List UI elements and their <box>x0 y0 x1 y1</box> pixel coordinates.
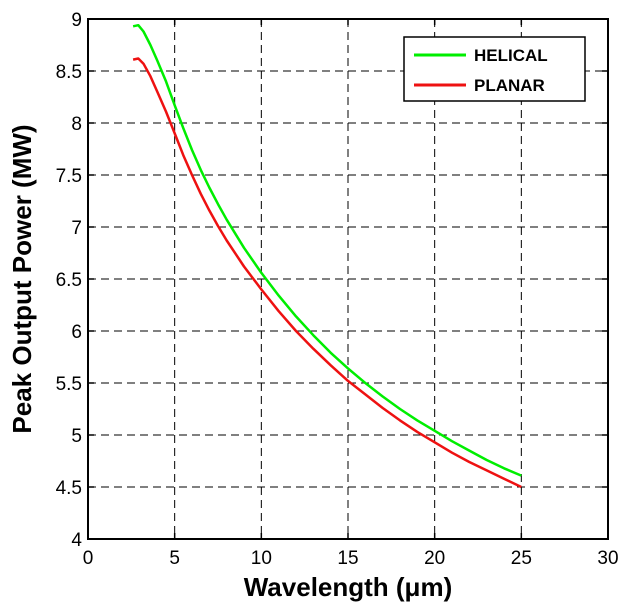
y-tick-label: 5 <box>71 426 82 447</box>
y-tick-label: 8 <box>71 114 82 135</box>
y-tick-label: 7.5 <box>56 166 82 187</box>
y-tick-label: 4 <box>71 530 82 551</box>
x-axis-title: Wavelength (μm) <box>244 572 453 602</box>
grid <box>88 19 608 539</box>
axis-ticks <box>87 18 609 540</box>
x-tick-label: 25 <box>511 548 532 569</box>
y-axis-title: Peak Output Power (MW) <box>7 124 37 433</box>
y-tick-label: 6 <box>71 322 82 343</box>
y-tick-label: 9 <box>71 10 82 31</box>
x-tick-label: 10 <box>251 548 272 569</box>
x-tick-label: 30 <box>597 548 618 569</box>
x-tick-label: 15 <box>337 548 358 569</box>
series-lines <box>132 23 522 489</box>
y-tick-label: 4.5 <box>56 478 82 499</box>
x-tick-label: 0 <box>83 548 94 569</box>
series-line-planar <box>132 57 522 489</box>
y-tick-label: 8.5 <box>56 62 82 83</box>
legend-label-planar: PLANAR <box>474 76 545 95</box>
tick-labels: 0 5 10 15 20 25 30 4 4.5 5 5.5 6 6.5 7 7.5 8 8.5 9 <box>56 10 619 569</box>
legend-label-helical: HELICAL <box>474 46 548 65</box>
legend: HELICAL PLANAR <box>403 36 586 102</box>
x-tick-label: 5 <box>169 548 180 569</box>
y-tick-label: 6.5 <box>56 270 82 291</box>
y-tick-label: 7 <box>71 218 82 239</box>
y-tick-label: 5.5 <box>56 374 82 395</box>
series-line-helical <box>132 23 522 477</box>
legend-box <box>403 36 586 102</box>
x-tick-label: 20 <box>424 548 445 569</box>
